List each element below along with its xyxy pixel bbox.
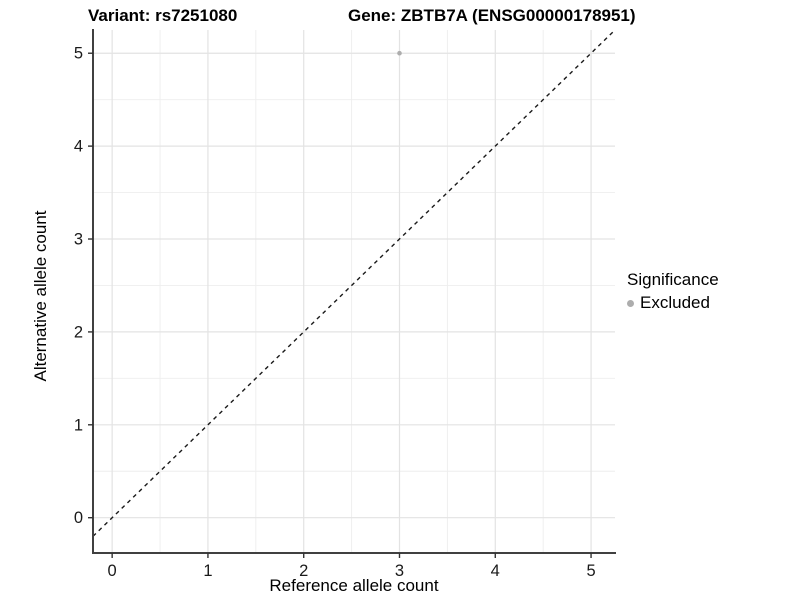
legend-title: Significance <box>627 270 719 289</box>
y-axis-title: Alternative allele count <box>31 210 50 382</box>
axis-ticks <box>88 52 592 558</box>
legend-item-excluded: Excluded <box>627 293 719 313</box>
x-tick-label: 0 <box>108 562 117 580</box>
legend-item-label: Excluded <box>640 293 710 312</box>
y-tick-label: 1 <box>74 416 83 434</box>
data-points <box>397 50 402 56</box>
x-tick-label: 3 <box>395 562 404 580</box>
plot-title-gene: Gene: ZBTB7A (ENSG00000178951) <box>348 6 636 25</box>
plot-title-variant: Variant: rs7251080 <box>88 6 238 25</box>
x-axis-title: Reference allele count <box>269 576 439 595</box>
y-tick-label: 2 <box>74 323 83 341</box>
identity-reference-line <box>92 29 616 537</box>
gridlines-major <box>93 30 615 553</box>
legend: Significance Excluded <box>627 270 719 313</box>
x-tick-label: 1 <box>203 562 212 580</box>
y-tick-label: 4 <box>74 138 83 156</box>
y-tick-label: 0 <box>74 509 83 527</box>
y-tick-label: 3 <box>74 231 83 249</box>
data-point <box>397 50 402 56</box>
x-tick-label: 4 <box>491 562 500 580</box>
x-tick-label: 5 <box>586 562 595 580</box>
legend-point-icon <box>627 299 634 307</box>
gridlines-minor <box>93 30 615 553</box>
x-tick-label: 2 <box>299 562 308 580</box>
y-tick-label: 5 <box>74 45 83 63</box>
axis-tick-labels: 0 1 2 3 4 5 0 1 2 3 4 5 <box>74 45 596 580</box>
